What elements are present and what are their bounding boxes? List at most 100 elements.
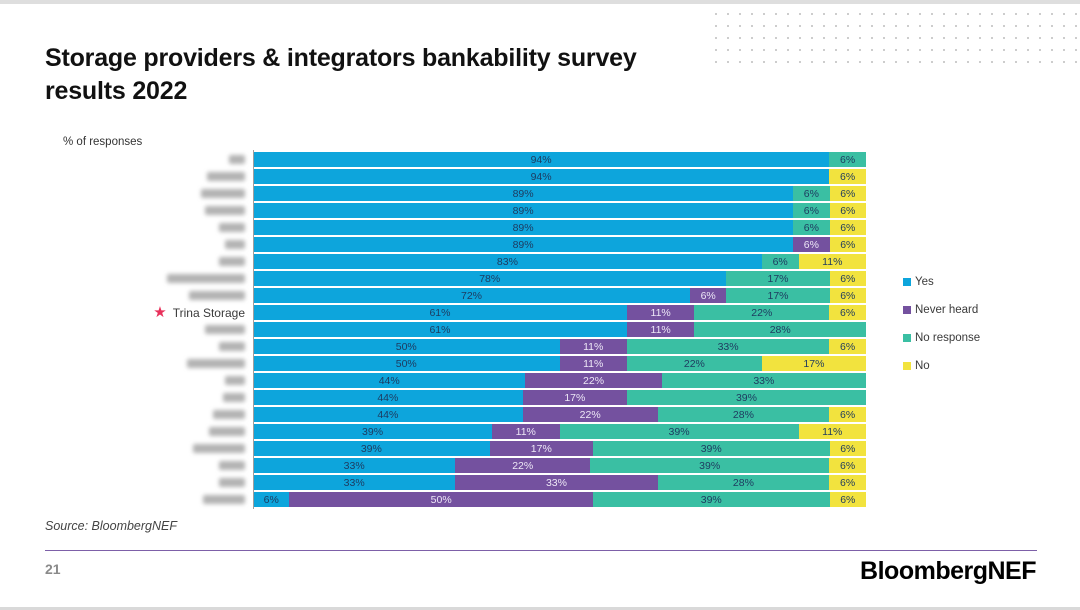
- bar-segment-yes: 33%: [253, 458, 456, 473]
- legend-swatch: [903, 334, 911, 342]
- bar-segment-yes: 94%: [253, 152, 830, 167]
- bar-segment-no: 6%: [829, 169, 866, 184]
- chart-row: 44% 22% 28% 6%: [45, 406, 871, 423]
- dot-pattern-decoration: [710, 8, 1080, 66]
- row-label-redacted: [45, 189, 253, 198]
- redacted-label-blur: [219, 461, 245, 470]
- top-strip: [0, 0, 1080, 4]
- bar-segment-yes: 33%: [253, 475, 456, 490]
- chart-row: 89% 6% 6%: [45, 202, 871, 219]
- redacted-label-blur: [225, 240, 245, 249]
- bar-segment-yes: 94%: [253, 169, 830, 184]
- bar-segment-no-response: 6%: [761, 254, 799, 269]
- bar-segment-no: 6%: [829, 458, 866, 473]
- bar-segment-no: 6%: [829, 305, 867, 320]
- bar-track: 39% 11% 39% 11%: [253, 424, 866, 439]
- bar-segment-yes: 72%: [253, 288, 690, 303]
- row-label-redacted: [45, 444, 253, 453]
- redacted-label-blur: [205, 206, 245, 215]
- bar-segment-yes: 50%: [253, 356, 560, 371]
- bar-segment-no-response: 39%: [592, 492, 830, 507]
- redacted-label-blur: [203, 495, 245, 504]
- bar-track: 78% 17% 6%: [253, 271, 866, 286]
- legend-label: Yes: [915, 276, 934, 288]
- star-icon: ★: [153, 304, 167, 321]
- bar-track: 39% 17% 39% 6%: [253, 441, 866, 456]
- redacted-label-blur: [213, 410, 245, 419]
- row-label-redacted: [45, 155, 253, 164]
- bar-segment-never-heard: 33%: [455, 475, 658, 490]
- redacted-label-blur: [219, 478, 245, 487]
- legend-item-yes: Yes: [903, 276, 980, 288]
- bar-segment-yes: 50%: [253, 339, 560, 354]
- bar-segment-never-heard: 11%: [626, 322, 695, 337]
- row-label-redacted: [45, 257, 253, 266]
- bar-segment-never-heard: 11%: [492, 424, 560, 439]
- source-note: Source: BloombergNEF: [45, 519, 178, 533]
- redacted-label-blur: [225, 376, 245, 385]
- bar-segment-no: 6%: [829, 203, 867, 218]
- bar-track: 89% 6% 6%: [253, 237, 867, 252]
- bar-segment-never-heard: 17%: [489, 441, 593, 456]
- bar-segment-never-heard: 6%: [689, 288, 727, 303]
- chart-row: ★ Trina Storage 61% 11% 22% 6%: [45, 304, 871, 321]
- bar-segment-no-response: 6%: [793, 220, 830, 235]
- bar-track: 89% 6% 6%: [253, 203, 867, 218]
- chart-row: 50% 11% 22% 17%: [45, 355, 871, 372]
- row-label-redacted: [45, 427, 253, 436]
- bar-segment-yes: 44%: [253, 373, 526, 388]
- bar-segment-no-response: 22%: [626, 356, 762, 371]
- bar-segment-never-heard: 11%: [559, 339, 627, 354]
- chart-row: 50% 11% 33% 6%: [45, 338, 871, 355]
- bar-track: 44% 22% 33%: [253, 373, 866, 388]
- bar-track: 83% 6% 11%: [253, 254, 867, 269]
- bar-segment-no-response: 6%: [793, 186, 830, 201]
- legend-swatch: [903, 362, 911, 370]
- chart-row: 89% 6% 6%: [45, 185, 871, 202]
- bar-segment-no: 6%: [829, 407, 866, 422]
- bar-segment-yes: 39%: [253, 441, 490, 456]
- row-label-redacted: [45, 478, 253, 487]
- chart-row: 33% 33% 28% 6%: [45, 474, 871, 491]
- legend-label: No response: [915, 332, 981, 344]
- page-number: 21: [45, 561, 61, 577]
- row-label-redacted: [45, 342, 253, 351]
- redacted-label-blur: [219, 223, 245, 232]
- axis-unit-label: % of responses: [63, 136, 143, 148]
- chart-row: 89% 6% 6%: [45, 219, 871, 236]
- chart-row: 39% 11% 39% 11%: [45, 423, 871, 440]
- redacted-label-blur: [223, 393, 245, 402]
- redacted-label-blur: [219, 342, 245, 351]
- bar-segment-no-response: 6%: [793, 203, 830, 218]
- chart-row: 72% 6% 17% 6%: [45, 287, 871, 304]
- row-label-redacted: [45, 172, 253, 181]
- bar-segment-no-response: 39%: [626, 390, 866, 405]
- bar-segment-no-response: 33%: [661, 373, 866, 388]
- chart-row: 33% 22% 39% 6%: [45, 457, 871, 474]
- bar-track: 50% 11% 33% 6%: [253, 339, 867, 354]
- bar-segment-no-response: 28%: [657, 407, 830, 422]
- bar-segment-yes: 44%: [253, 407, 523, 422]
- row-label-highlighted: ★ Trina Storage: [45, 305, 253, 320]
- chart-row: 94% 6%: [45, 151, 871, 168]
- chart-row: 89% 6% 6%: [45, 236, 871, 253]
- chart-row: 94% 6%: [45, 168, 871, 185]
- chart-rows: 94% 6% 94% 6% 89% 6% 6% 89% 6% 6% 89% 6% 6% 89% 6% 6% 83…: [45, 151, 871, 508]
- bar-segment-yes: 44%: [253, 390, 523, 405]
- bar-segment-yes: 6%: [253, 492, 290, 507]
- bar-segment-no: 11%: [798, 424, 866, 439]
- row-label-text: Trina Storage: [172, 305, 245, 320]
- bar-segment-no: 6%: [829, 288, 866, 303]
- redacted-label-blur: [219, 257, 245, 266]
- bar-segment-no: 6%: [829, 441, 866, 456]
- legend-label: No: [915, 360, 930, 372]
- bar-segment-no: 6%: [829, 237, 867, 252]
- bar-segment-no-response: 6%: [829, 152, 866, 167]
- bar-track: 44% 22% 28% 6%: [253, 407, 866, 422]
- legend-item-no-response: No response: [903, 332, 980, 344]
- legend-item-never-heard: Never heard: [903, 304, 980, 316]
- row-label-redacted: [45, 376, 253, 385]
- chart-row: 44% 17% 39%: [45, 389, 871, 406]
- bar-segment-no: 11%: [798, 254, 867, 269]
